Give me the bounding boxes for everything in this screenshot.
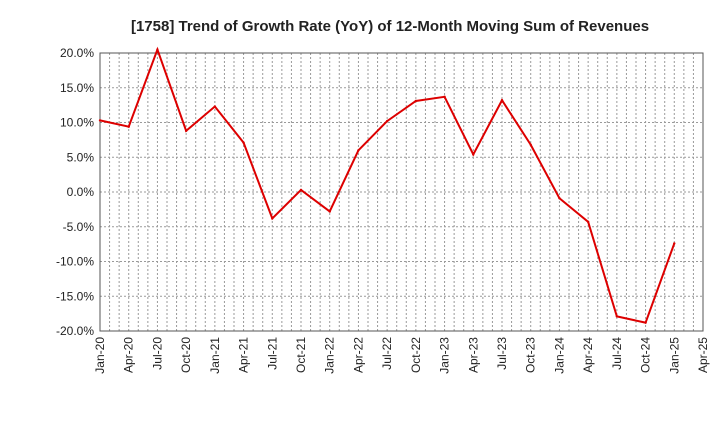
x-tick-label: Jul-20 [150, 337, 164, 370]
x-tick-label: Oct-23 [524, 337, 538, 373]
chart-title: [1758] Trend of Growth Rate (YoY) of 12-… [131, 18, 649, 35]
y-tick-label: -20.0% [56, 324, 94, 338]
data-point [328, 210, 331, 213]
data-point [184, 129, 188, 133]
x-tick-label: Jan-23 [438, 337, 452, 374]
x-tick-label: Apr-23 [466, 337, 480, 373]
x-tick-label: Apr-25 [696, 337, 710, 373]
data-point [472, 153, 475, 156]
x-tick-label: Jan-21 [208, 337, 222, 374]
y-tick-label: 15.0% [60, 81, 94, 95]
x-tick-label: Jul-24 [610, 337, 624, 370]
x-tick-label: Jul-22 [380, 337, 394, 370]
plot-area-frame [99, 52, 704, 332]
y-tick-label: -15.0% [56, 289, 94, 303]
data-point [443, 95, 446, 98]
x-tick-label: Oct-21 [294, 337, 308, 373]
x-tick-label: Apr-24 [581, 337, 595, 373]
x-tick-label: Jan-20 [93, 337, 107, 374]
series-layer [98, 46, 676, 324]
data-point [529, 143, 532, 146]
y-tick-label: -5.0% [63, 220, 95, 234]
x-axis-tick-labels: Jan-20 Apr-20 Jul-20 Oct-20 Jan-21 Apr-21 Jul-… [93, 337, 710, 374]
x-tick-label: Apr-20 [122, 337, 136, 373]
x-tick-label: Oct-20 [179, 337, 193, 373]
data-point [156, 48, 159, 51]
horizontal-gridlines [100, 52, 703, 332]
data-point [615, 315, 619, 318]
x-tick-label: Jul-23 [495, 337, 509, 370]
x-tick-label: Jul-21 [265, 337, 279, 370]
data-point [98, 119, 102, 122]
data-point [299, 188, 303, 192]
data-point [385, 119, 389, 123]
y-tick-label: 5.0% [67, 150, 95, 164]
y-tick-label: 0.0% [67, 185, 95, 199]
data-point [644, 321, 647, 324]
data-point [500, 99, 504, 102]
data-point [213, 105, 217, 108]
data-point [271, 217, 274, 220]
x-tick-label: Jan-22 [323, 337, 337, 374]
data-point [673, 242, 676, 245]
data-point [558, 197, 561, 200]
x-tick-label: Apr-22 [351, 337, 365, 373]
x-tick-label: Jan-25 [667, 337, 681, 374]
x-tick-label: Jan-24 [552, 337, 566, 374]
x-tick-label: Oct-22 [409, 337, 423, 373]
x-tick-label: Oct-24 [639, 337, 653, 373]
y-axis-tick-labels: 20.0% 15.0% 10.0% 5.0% 0.0% -5.0% -10.0% -15.0%… [56, 46, 94, 338]
y-tick-label: 10.0% [60, 116, 94, 130]
data-point [127, 125, 130, 128]
y-tick-label: -10.0% [56, 255, 94, 269]
data-point [357, 149, 360, 152]
data-point [586, 220, 590, 224]
data-point [414, 99, 418, 103]
data-point [242, 141, 245, 144]
y-tick-label: 20.0% [60, 46, 94, 60]
x-tick-label: Apr-21 [237, 337, 251, 373]
